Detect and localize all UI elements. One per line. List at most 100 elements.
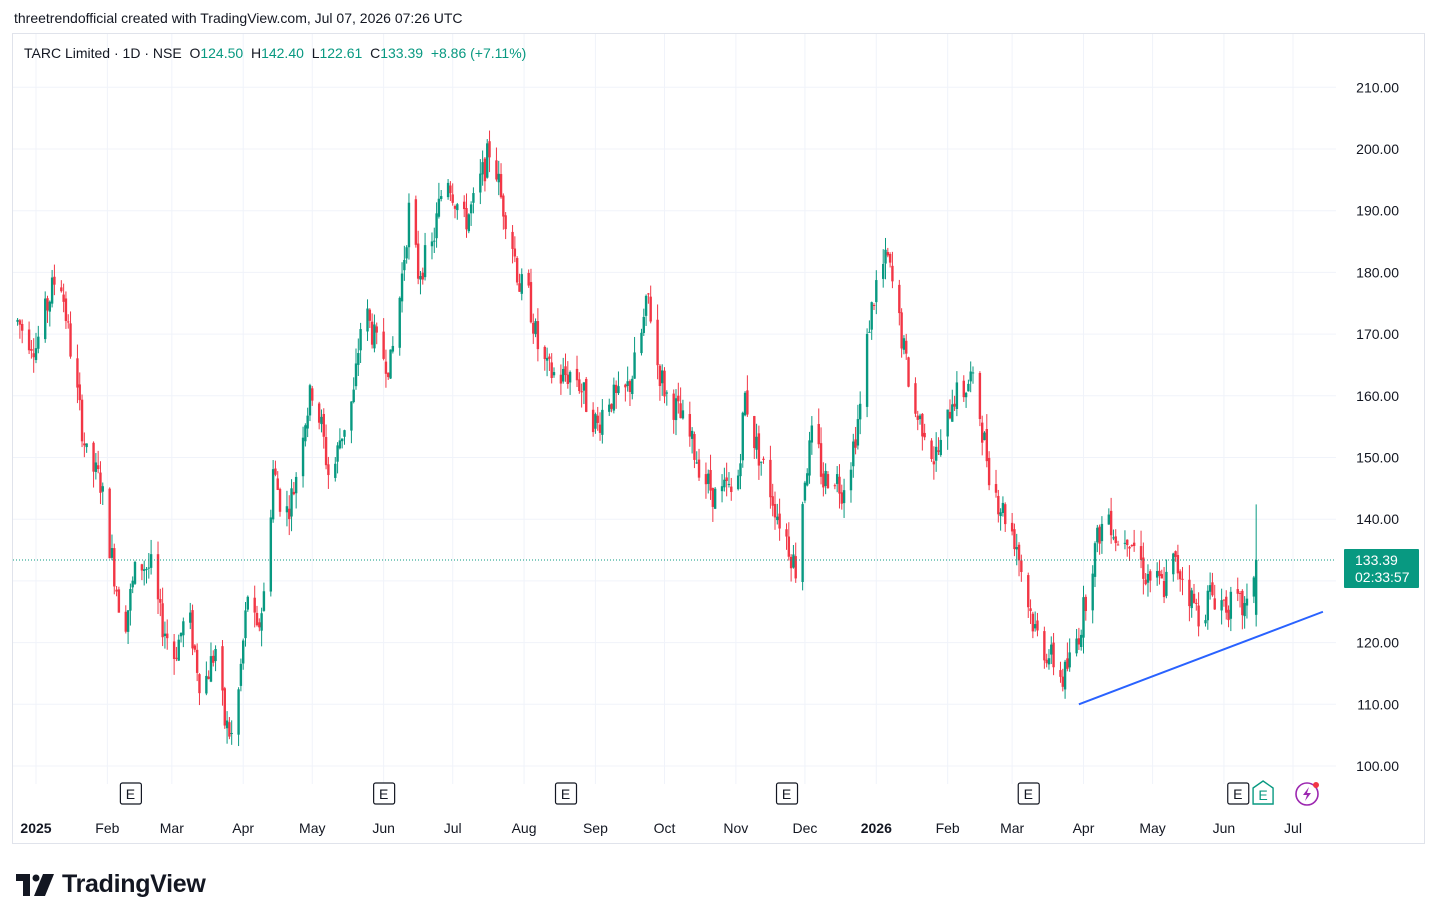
candle — [430, 232, 434, 260]
candle — [824, 463, 827, 495]
candle — [225, 711, 229, 744]
candle-body — [1252, 577, 1256, 597]
candle — [37, 325, 40, 354]
candle — [237, 687, 240, 747]
candle-body — [241, 640, 245, 664]
candle-body — [407, 202, 411, 248]
candle-body — [1096, 527, 1099, 543]
candle — [34, 332, 38, 364]
candle-body — [327, 464, 330, 476]
candle-body — [435, 213, 438, 239]
candle-body — [656, 319, 659, 366]
candle-body — [582, 382, 586, 391]
candle — [124, 605, 127, 634]
low-value: 122.61 — [319, 45, 363, 61]
candle — [1225, 590, 1228, 620]
chart-frame[interactable] — [12, 33, 1425, 844]
candle — [126, 610, 130, 645]
candle-body — [1093, 543, 1097, 577]
candle — [665, 390, 669, 406]
candle — [693, 431, 696, 469]
candle-body — [1017, 544, 1021, 561]
candle — [1098, 524, 1101, 555]
x-tick-label: Apr — [1073, 820, 1095, 836]
tradingview-wordmark: TradingView — [62, 870, 206, 898]
candle — [967, 379, 970, 392]
candle — [1116, 540, 1120, 546]
candle-body — [483, 158, 487, 182]
candle — [566, 361, 570, 389]
candle-body — [83, 443, 86, 446]
candle — [1027, 572, 1030, 618]
candle — [373, 314, 376, 353]
candle — [677, 382, 680, 414]
candle — [527, 269, 530, 288]
candle-body — [502, 195, 505, 217]
candle-body — [677, 395, 680, 402]
candle — [488, 130, 491, 173]
candle-body — [536, 321, 540, 350]
candle — [159, 588, 162, 617]
candle-body — [739, 463, 742, 477]
candle-body — [78, 384, 81, 401]
candle — [317, 401, 321, 430]
candle — [955, 371, 959, 417]
candle-body — [771, 496, 774, 506]
candle-body — [161, 603, 164, 638]
candle-body — [902, 338, 906, 350]
candle-body — [776, 516, 779, 521]
change-value: +8.86 (+7.11%) — [430, 45, 527, 61]
candle — [511, 225, 514, 264]
candle — [18, 319, 22, 339]
candle-body — [626, 381, 629, 387]
candle — [209, 642, 213, 683]
candle — [608, 398, 611, 416]
x-tick-label: Feb — [95, 820, 119, 836]
candle-body — [294, 476, 298, 494]
candle — [214, 645, 217, 672]
lightning-icon — [1295, 782, 1319, 806]
candle — [1227, 605, 1230, 628]
candle-body — [695, 462, 698, 464]
candle — [166, 619, 169, 650]
candle — [182, 617, 185, 648]
candle — [907, 356, 910, 388]
candle — [108, 487, 111, 559]
candle-body — [497, 173, 500, 183]
candle-body — [559, 374, 563, 384]
candle-body — [1004, 504, 1007, 525]
candle — [368, 308, 372, 328]
tradingview-logo[interactable]: TradingView — [16, 870, 206, 899]
candle — [640, 328, 643, 356]
candle — [304, 423, 307, 447]
candle-body — [1142, 557, 1145, 579]
candle — [433, 227, 436, 254]
candle-body — [225, 720, 229, 729]
candle-body — [159, 598, 162, 603]
candle — [994, 469, 998, 498]
candle — [520, 268, 523, 301]
candle-body — [1020, 560, 1023, 573]
candle — [389, 349, 392, 379]
candle-body — [939, 439, 942, 456]
candle — [840, 484, 843, 510]
candle — [83, 432, 86, 458]
candle — [759, 461, 763, 476]
candle-body — [644, 295, 648, 316]
candle — [757, 425, 761, 480]
candle-body — [1084, 596, 1088, 611]
candle-body — [504, 215, 507, 230]
candle-body — [175, 657, 178, 659]
candle — [375, 322, 378, 345]
candle-body — [1144, 579, 1147, 585]
candle-body — [642, 316, 645, 333]
candle — [856, 404, 860, 450]
candle-body — [769, 459, 772, 498]
x-tick-label: May — [1139, 820, 1165, 836]
candle-body — [865, 333, 869, 407]
candle — [736, 469, 740, 491]
candle — [921, 412, 924, 451]
candle-body — [1190, 590, 1193, 609]
